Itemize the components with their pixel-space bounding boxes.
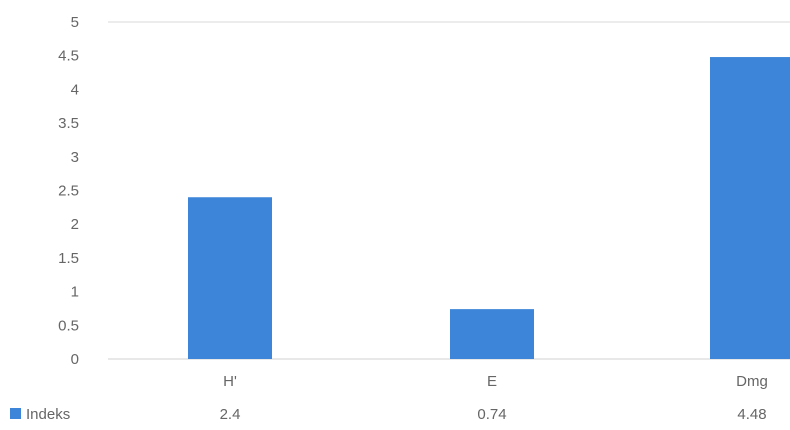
y-tick-label: 0 [71, 351, 79, 368]
y-tick-label: 2 [71, 216, 79, 233]
data-table-value: 2.4 [220, 406, 241, 423]
legend-label: Indeks [26, 406, 70, 423]
y-axis-tick-labels: 0 0.5 1 1.5 2 2.5 3 3.5 4 4.5 5 [58, 14, 79, 368]
data-table-value: 0.74 [477, 406, 506, 423]
y-tick-label: 1 [71, 284, 79, 301]
y-tick-label: 4.5 [58, 48, 79, 65]
y-tick-label: 0.5 [58, 317, 79, 334]
data-table-value: 4.48 [737, 406, 766, 423]
category-label: H' [223, 373, 237, 390]
y-tick-label: 2.5 [58, 183, 79, 200]
y-tick-label: 4 [71, 81, 79, 98]
bars [188, 57, 790, 359]
category-labels: H' E Dmg [223, 373, 768, 390]
y-tick-label: 1.5 [58, 250, 79, 267]
data-table-values: 2.4 0.74 4.48 [220, 406, 767, 423]
legend-swatch [10, 408, 21, 419]
y-tick-label: 5 [71, 14, 79, 31]
y-tick-label: 3 [71, 149, 79, 166]
bar [710, 57, 790, 359]
category-label: Dmg [736, 373, 768, 390]
bar [188, 197, 272, 359]
y-tick-label: 3.5 [58, 115, 79, 132]
bar [450, 309, 534, 359]
category-label: E [487, 373, 497, 390]
data-table: Indeks 2.4 0.74 4.48 [10, 406, 767, 423]
